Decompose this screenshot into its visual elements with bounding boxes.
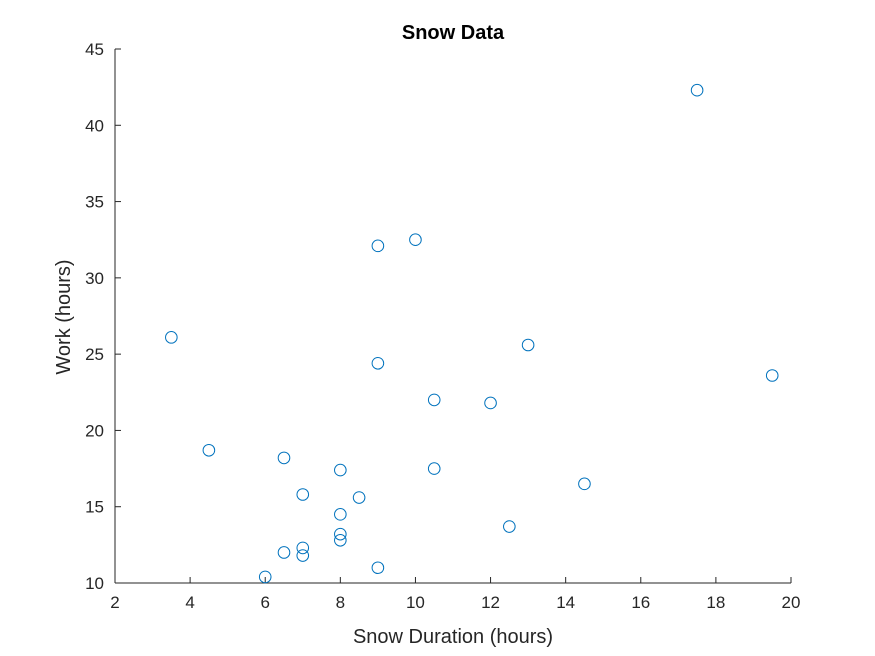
x-tick-label: 6 (260, 593, 269, 612)
data-point (690, 83, 704, 97)
chart-title: Snow Data (402, 22, 505, 44)
data-point (371, 239, 385, 253)
y-tick-label: 20 (85, 421, 104, 440)
data-point (277, 546, 291, 559)
data-point (371, 561, 385, 575)
data-point (202, 443, 216, 457)
data-point (427, 393, 441, 407)
x-tick-label: 20 (782, 593, 801, 612)
data-point (427, 462, 441, 475)
y-tick-label: 35 (85, 193, 104, 212)
x-tick-label: 4 (185, 593, 194, 612)
data-point (352, 491, 366, 504)
x-tick-label: 12 (481, 593, 500, 612)
data-point (484, 396, 497, 410)
y-tick-label: 30 (85, 269, 104, 288)
data-point (578, 477, 591, 491)
y-tick-label: 10 (85, 574, 104, 593)
data-point (258, 570, 272, 584)
x-tick-label: 14 (556, 593, 575, 612)
data-point (165, 331, 178, 344)
data-point (296, 488, 310, 501)
data-point (334, 463, 347, 477)
data-point (277, 451, 291, 465)
data-point (334, 508, 347, 521)
data-point (765, 369, 779, 382)
data-point (296, 549, 310, 562)
x-axis-label: Snow Duration (hours) (353, 626, 553, 648)
y-tick-label: 45 (85, 40, 104, 59)
data-points (165, 83, 779, 584)
x-tick-label: 8 (336, 593, 345, 612)
data-point (371, 356, 385, 370)
data-point (296, 541, 310, 555)
data-point (334, 527, 347, 541)
x-tick-label: 18 (706, 593, 725, 612)
y-axis-label: Work (hours) (53, 259, 75, 374)
x-tick-label: 16 (631, 593, 650, 612)
data-point (409, 233, 422, 247)
data-point (521, 338, 535, 352)
y-tick-label: 25 (85, 345, 104, 364)
data-point (334, 533, 347, 547)
y-tick-label: 40 (85, 116, 104, 135)
axes: 2 4 6 8 10 12 14 16 18 20 10 15 20 25 30 35 40 45 (85, 40, 800, 612)
x-tick-label: 2 (110, 593, 119, 612)
x-tick-label: 10 (406, 593, 425, 612)
y-tick-label: 15 (85, 498, 104, 517)
data-point (503, 520, 516, 533)
